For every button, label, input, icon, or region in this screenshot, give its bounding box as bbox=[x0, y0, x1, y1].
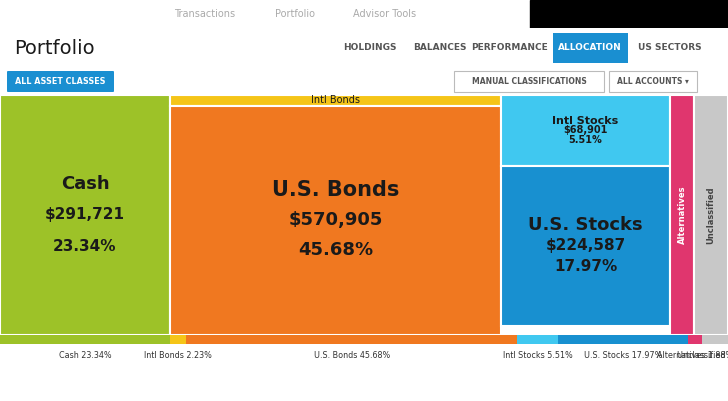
Text: U.S. Bonds: U.S. Bonds bbox=[272, 180, 399, 200]
Bar bbox=[670, 95, 694, 335]
Text: $224,587: $224,587 bbox=[545, 238, 626, 253]
FancyBboxPatch shape bbox=[7, 71, 114, 92]
Bar bbox=[518, 335, 558, 344]
Text: Intl Stocks 5.51%: Intl Stocks 5.51% bbox=[502, 350, 572, 360]
Text: Alternatives 1.88%: Alternatives 1.88% bbox=[657, 350, 728, 360]
Bar bbox=[170, 335, 186, 344]
Text: 45.68%: 45.68% bbox=[298, 241, 373, 259]
Text: ALL ACCOUNTS ▾: ALL ACCOUNTS ▾ bbox=[617, 77, 689, 86]
Text: Unclassified: Unclassified bbox=[707, 186, 716, 244]
Bar bbox=[501, 166, 670, 326]
Text: Transactions: Transactions bbox=[175, 9, 236, 19]
Text: MANUAL CLASSIFICATIONS: MANUAL CLASSIFICATIONS bbox=[472, 77, 586, 86]
Text: 5.51%: 5.51% bbox=[569, 135, 603, 145]
Text: Portfolio: Portfolio bbox=[14, 38, 95, 57]
Text: Cash 23.34%: Cash 23.34% bbox=[59, 350, 111, 360]
Text: Cash: Cash bbox=[60, 175, 109, 193]
FancyBboxPatch shape bbox=[454, 71, 604, 92]
Text: $68,901: $68,901 bbox=[563, 126, 608, 136]
Bar bbox=[0, 335, 170, 344]
FancyBboxPatch shape bbox=[553, 33, 628, 63]
Text: Unclassified 3.39%: Unclassified 3.39% bbox=[677, 350, 728, 360]
Text: Advisor Tools: Advisor Tools bbox=[353, 9, 416, 19]
Bar bbox=[530, 0, 728, 28]
Text: ▌▌ PERSONAL CAPITAL: ▌▌ PERSONAL CAPITAL bbox=[8, 9, 142, 19]
Text: $570,905: $570,905 bbox=[288, 211, 383, 229]
Text: 17.97%: 17.97% bbox=[554, 259, 617, 274]
Text: U.S. Bonds 45.68%: U.S. Bonds 45.68% bbox=[314, 350, 390, 360]
Text: US SECTORS: US SECTORS bbox=[638, 43, 702, 53]
Bar bbox=[170, 95, 501, 105]
Text: Intl Bonds 2.23%: Intl Bonds 2.23% bbox=[144, 350, 212, 360]
Bar bbox=[558, 335, 689, 344]
Text: Intl Stocks: Intl Stocks bbox=[553, 116, 619, 126]
Bar bbox=[501, 95, 670, 166]
Text: BALANCES: BALANCES bbox=[414, 43, 467, 53]
Text: PERFORMANCE: PERFORMANCE bbox=[472, 43, 548, 53]
Bar bbox=[702, 335, 728, 344]
Text: U.S. Stocks 17.97%: U.S. Stocks 17.97% bbox=[584, 350, 662, 360]
Bar bbox=[170, 105, 501, 335]
Text: U.S. Stocks: U.S. Stocks bbox=[529, 216, 643, 234]
Text: ALLOCATION: ALLOCATION bbox=[558, 43, 622, 53]
Bar bbox=[694, 95, 728, 335]
Text: $291,721: $291,721 bbox=[45, 207, 125, 223]
Text: Alternatives: Alternatives bbox=[678, 186, 687, 244]
Bar bbox=[186, 335, 518, 344]
Text: Portfolio: Portfolio bbox=[275, 9, 315, 19]
Text: Intl Bonds: Intl Bonds bbox=[311, 95, 360, 105]
Text: 23.34%: 23.34% bbox=[53, 239, 116, 254]
Text: ALL ASSET CLASSES: ALL ASSET CLASSES bbox=[15, 77, 106, 86]
FancyBboxPatch shape bbox=[609, 71, 697, 92]
Text: HOLDINGS: HOLDINGS bbox=[343, 43, 397, 53]
Bar bbox=[0, 95, 170, 335]
Bar bbox=[689, 335, 702, 344]
